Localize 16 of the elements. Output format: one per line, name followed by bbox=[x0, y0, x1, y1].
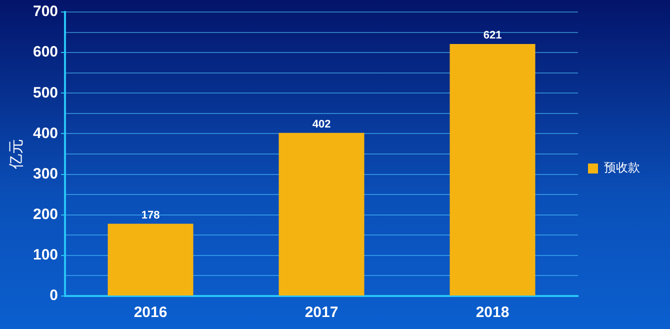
x-tick-label: 2018 bbox=[476, 304, 510, 322]
y-tick-label: 100 bbox=[32, 246, 58, 264]
data-label: 621 bbox=[483, 30, 502, 42]
x-tick-label: 2016 bbox=[134, 304, 168, 322]
y-tick-label: 400 bbox=[32, 124, 58, 142]
y-tick-label: 700 bbox=[32, 3, 58, 20]
y-tick-label: 600 bbox=[32, 44, 58, 61]
y-tick-label: 500 bbox=[32, 84, 58, 102]
y-tick-label: 300 bbox=[32, 165, 58, 182]
y-tick-label: 200 bbox=[32, 206, 58, 223]
y-tick-label: 0 bbox=[50, 287, 58, 304]
data-label: 178 bbox=[141, 209, 160, 222]
x-tick-label: 2017 bbox=[304, 304, 338, 322]
legend-label: 预收款 bbox=[604, 160, 640, 175]
y-axis-title: 亿元 bbox=[6, 139, 25, 170]
data-label: 402 bbox=[312, 118, 331, 130]
